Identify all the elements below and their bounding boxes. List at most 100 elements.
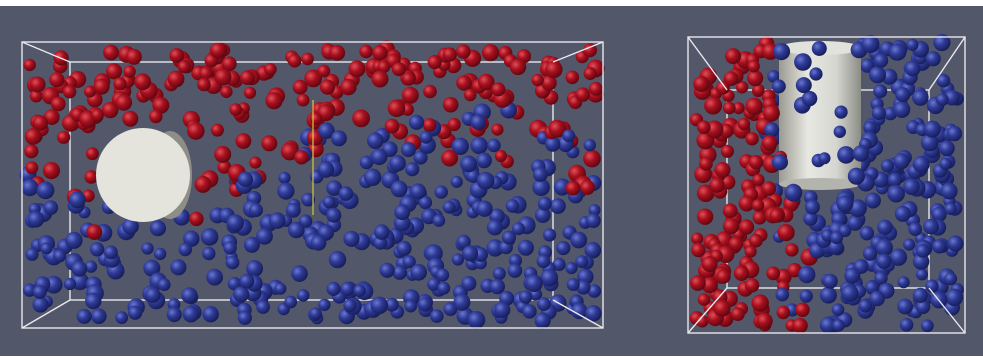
particle — [296, 93, 310, 107]
particle — [792, 317, 808, 334]
particle — [752, 173, 765, 186]
particle — [436, 268, 450, 282]
particle — [57, 130, 71, 144]
particle — [243, 236, 260, 253]
particle — [489, 278, 505, 295]
particle — [291, 265, 308, 282]
particle — [221, 56, 237, 72]
particle — [841, 284, 859, 302]
particle — [728, 236, 744, 252]
particle — [453, 293, 471, 311]
particle — [486, 219, 503, 236]
particle — [832, 319, 845, 332]
particle — [106, 63, 123, 80]
particle — [319, 79, 336, 95]
particle — [889, 43, 907, 61]
particle — [89, 242, 105, 257]
particle — [713, 299, 731, 317]
particle — [537, 196, 552, 211]
particle — [738, 195, 755, 212]
particle — [565, 180, 581, 196]
particle — [287, 53, 302, 68]
particle — [390, 180, 408, 198]
particle — [225, 255, 240, 270]
particle — [848, 199, 867, 218]
particle — [40, 242, 53, 255]
particle — [904, 60, 921, 77]
particle — [517, 239, 534, 256]
particle — [880, 159, 895, 173]
particle — [370, 296, 389, 315]
particle — [583, 138, 596, 152]
particle — [507, 263, 523, 278]
particle — [181, 287, 198, 304]
particle — [134, 73, 152, 91]
particle — [410, 263, 427, 281]
particle — [197, 77, 211, 92]
particle — [370, 148, 388, 166]
particle — [899, 318, 914, 332]
particle — [761, 181, 777, 196]
particle — [732, 102, 745, 115]
particle — [36, 181, 55, 200]
particle — [202, 306, 219, 323]
particle — [804, 199, 820, 215]
particle — [71, 260, 88, 277]
particle — [417, 297, 433, 312]
particle — [25, 161, 39, 175]
particle — [200, 228, 219, 246]
particle — [122, 218, 139, 235]
particle — [785, 243, 799, 257]
particle — [367, 132, 384, 149]
particle — [284, 295, 298, 309]
particle — [944, 202, 957, 215]
particle — [194, 175, 212, 193]
particle — [229, 103, 242, 116]
particle — [588, 204, 601, 217]
particle — [353, 284, 366, 297]
particle — [24, 127, 42, 145]
particle — [903, 238, 916, 251]
particle — [844, 267, 861, 284]
particle — [696, 208, 714, 225]
particle — [532, 167, 548, 182]
particle — [939, 157, 952, 170]
particle — [699, 157, 713, 171]
particle — [348, 60, 366, 78]
particle — [317, 161, 335, 178]
particle — [442, 47, 457, 62]
particle — [916, 268, 928, 281]
particle — [831, 303, 845, 317]
particle — [935, 93, 949, 106]
particle — [103, 245, 118, 260]
particle — [235, 133, 252, 149]
particle — [392, 265, 408, 280]
particle — [583, 67, 597, 80]
particle — [93, 78, 110, 95]
particle — [583, 149, 601, 168]
particle — [199, 66, 213, 81]
particle — [893, 153, 910, 170]
particle — [830, 231, 844, 245]
particle — [767, 70, 781, 83]
particle — [49, 72, 65, 88]
particle — [795, 77, 812, 94]
particle — [401, 86, 419, 104]
particle — [237, 171, 253, 187]
particle — [149, 109, 163, 124]
particle — [285, 202, 301, 218]
particle — [481, 44, 500, 62]
particle — [27, 210, 45, 228]
particle — [877, 219, 893, 235]
particle — [84, 85, 96, 98]
particle — [43, 200, 59, 215]
particle — [264, 62, 277, 76]
particle — [466, 169, 481, 183]
particle — [43, 109, 60, 125]
particle — [402, 255, 416, 269]
particle — [764, 122, 780, 138]
particle — [925, 279, 939, 293]
particle — [442, 200, 456, 214]
particle — [115, 94, 133, 111]
particle — [769, 208, 784, 223]
